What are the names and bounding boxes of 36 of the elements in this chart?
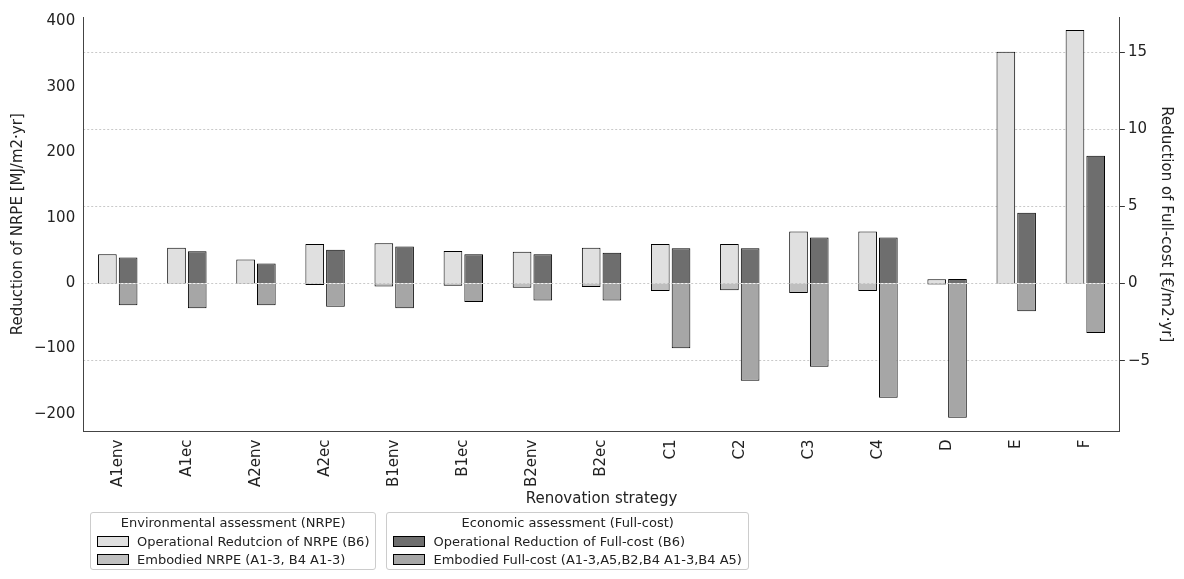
y-tick-label: 100 [46,207,76,226]
x-tick-label: B1ec [453,439,472,477]
x-tick-label: E [1006,439,1025,450]
text: Environmental assessment (NRPE) [119,515,347,530]
legend-label: Operational Reduction of Full-cost (B6) [433,533,686,549]
x-tick-label: B2ec [591,439,610,477]
y2-tick-label: −5 [1127,350,1151,369]
y-tick-label: −100 [34,338,76,357]
x-tick-label: A1ec [176,439,195,477]
x-tick-label: B2env [522,439,541,488]
legend-label: Operational Redutcion of NRPE (B6) [137,533,370,549]
x-tick-label: B1env [384,439,403,488]
x-tick-label: A2env [245,439,264,487]
y-tick-label: 300 [46,76,76,95]
x-tick-label: D [937,439,955,452]
y-tick-label: 400 [46,11,76,30]
x-axis-title: Renovation strategy [525,488,678,507]
x-tick-label: A2ec [314,439,333,477]
y2-tick-label: 10 [1127,119,1147,138]
x-tick-label: C2 [729,439,748,460]
y-tick-label: 0 [65,273,76,292]
y2-tick-label: 15 [1127,42,1147,61]
y2-axis-title: Reduction of Full-cost [€/m2·yr] [1158,106,1177,343]
x-tick-label: A1env [107,439,126,487]
x-tick-label: C1 [660,439,679,460]
text: Economic assessment (Full-cost) [460,515,675,530]
y-tick-label: 200 [46,142,76,161]
legend-label: Embodied NRPE (A1-3, B4 A1-3) [137,551,346,567]
y2-tick-label: 5 [1127,196,1138,215]
y2-tick-label: 0 [1127,273,1138,292]
y-tick-label: −200 [34,403,76,422]
y-axis-title: Reduction of NRPE [MJ/m2·yr] [7,113,26,336]
x-tick-label: C4 [867,439,886,460]
x-tick-label: C3 [798,439,817,460]
legend-label: Embodied Full-cost (A1-3,A5,B2,B4 A1-3,B4 A5) [433,551,742,567]
x-tick-label: F [1075,439,1094,449]
